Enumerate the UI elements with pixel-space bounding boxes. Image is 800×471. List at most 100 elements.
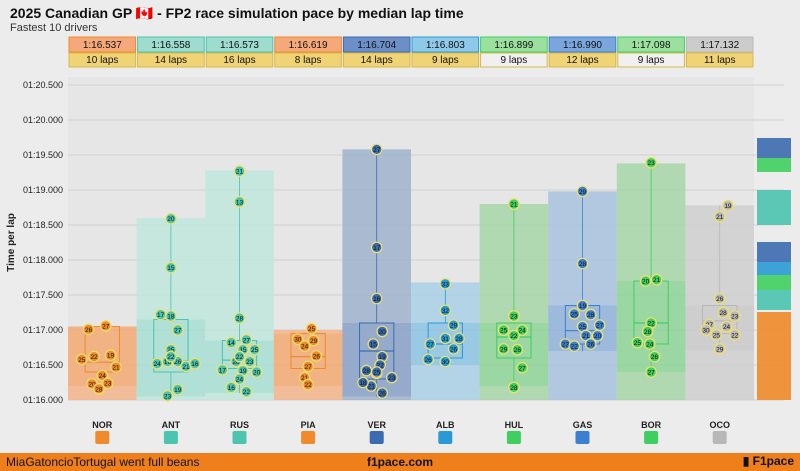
y-axis-label: Time per lap — [6, 213, 17, 272]
lap-number: 16 — [191, 361, 199, 368]
lap-number: 20 — [167, 216, 175, 223]
lap-number: 21 — [236, 169, 244, 176]
driver-column-bor: 1:17.098 9 laps 23 20 21 22 25 24 26 27 28 BOR — [616, 36, 686, 444]
lap-number: 26 — [174, 359, 182, 366]
lap-number: 24 — [646, 342, 654, 349]
median-cell — [548, 36, 617, 53]
lap-point-circle — [497, 343, 510, 355]
lap-number: 27 — [519, 365, 527, 372]
lap-point-circle — [225, 381, 238, 394]
lap-point: 25 — [710, 329, 723, 341]
laps-cell — [617, 52, 685, 68]
lap-number: 18 — [167, 314, 175, 321]
lap-point-circle — [453, 332, 465, 345]
lap-number: 21 — [112, 365, 120, 372]
lap-number: 22 — [731, 332, 739, 339]
median-label: 1:16.573 — [220, 40, 259, 51]
lap-point-circle — [88, 350, 100, 363]
lap-number: 28 — [579, 261, 587, 268]
lap-point: 20 — [591, 329, 604, 342]
lap-number: 26 — [587, 342, 595, 349]
lap-point-circle — [584, 338, 597, 350]
driver-code: VER — [367, 420, 386, 430]
driver-code: PIA — [301, 420, 317, 430]
lap-number: 17 — [219, 367, 227, 374]
lap-point-circle — [439, 355, 452, 368]
lap-number: 29 — [450, 323, 458, 330]
lap-point: 21 — [110, 361, 122, 373]
lap-point: 23 — [728, 310, 741, 322]
lap-number: 29 — [579, 189, 587, 196]
lap-point: 22 — [568, 340, 581, 352]
lap-number: 28 — [644, 329, 652, 336]
lap-number: 26 — [651, 354, 659, 361]
lap-point-circle — [422, 353, 434, 366]
lap-number: 16 — [228, 385, 236, 392]
median-label: 1:17.098 — [632, 40, 671, 51]
lap-number: 19 — [724, 203, 732, 210]
lap-point-circle — [643, 338, 656, 350]
driver-code: BOR — [641, 420, 662, 430]
lap-point-circle — [248, 343, 261, 356]
lap-number: 28 — [236, 316, 244, 323]
lap-point: 32 — [439, 304, 452, 317]
lap-point: 17 — [370, 241, 383, 254]
lap-number: 25 — [500, 328, 508, 335]
lap-number: 27 — [427, 342, 435, 349]
lap-number: 28 — [363, 368, 371, 375]
median-label: 1:16.619 — [289, 40, 328, 51]
lap-number: 19 — [239, 368, 247, 375]
lap-number: 27 — [373, 147, 381, 154]
lap-number: 20 — [253, 370, 261, 377]
laps-cell — [411, 52, 480, 68]
lap-point-circle — [728, 310, 741, 322]
median-label: 1:16.558 — [151, 40, 190, 51]
lap-point: 24 — [151, 357, 163, 370]
median-cell — [205, 36, 274, 53]
laps-label: 11 laps — [704, 55, 736, 66]
laps-label: 14 laps — [361, 55, 393, 66]
lap-number: 20 — [642, 279, 650, 286]
laps-cell — [548, 52, 617, 68]
lap-number: 22 — [167, 354, 175, 361]
lap-point-circle — [645, 156, 657, 169]
lap-point-circle — [376, 325, 388, 338]
lap-point: 24 — [643, 338, 656, 350]
median-label: 1:16.990 — [563, 40, 602, 51]
lap-number: 21 — [301, 375, 309, 382]
lap-number: 21 — [716, 214, 724, 221]
lap-point: 28 — [508, 381, 520, 394]
laps-label: 10 laps — [86, 55, 118, 66]
lap-point-circle — [376, 387, 388, 399]
pace-chart: 01:16.000 01:16.500 01:17.000 01:17.500 01:1… — [6, 36, 791, 444]
lap-point: 20 — [639, 275, 652, 287]
lap-point: 29 — [576, 185, 589, 198]
team-logo-icon — [95, 431, 110, 444]
lap-number: 27 — [647, 370, 655, 377]
lap-number: 15 — [167, 265, 175, 272]
y-tick-label: 01:20.500 — [23, 80, 63, 90]
lap-point-circle — [508, 381, 520, 394]
lap-point: 24 — [516, 324, 528, 336]
lap-number: 28 — [510, 385, 518, 392]
lap-point: 24 — [298, 340, 311, 352]
lap-point: 26 — [82, 323, 95, 336]
lap-point: 25 — [248, 343, 261, 356]
lap-point-circle — [639, 275, 652, 287]
lap-point: 23 — [243, 355, 256, 368]
lap-point: 33 — [439, 277, 452, 290]
lap-point: 20 — [165, 212, 177, 225]
lap-number: 23 — [388, 375, 396, 382]
lap-point: 28 — [453, 332, 465, 345]
lap-point-circle — [584, 308, 597, 321]
lap-number: 30 — [442, 359, 450, 366]
laps-cell — [480, 52, 548, 68]
lap-point-circle — [233, 373, 246, 385]
lap-point-circle — [110, 361, 122, 373]
lap-number: 26 — [425, 357, 433, 364]
lap-point: 31 — [439, 332, 452, 345]
lap-number: 27 — [304, 364, 312, 371]
lap-point: 22 — [240, 385, 253, 398]
